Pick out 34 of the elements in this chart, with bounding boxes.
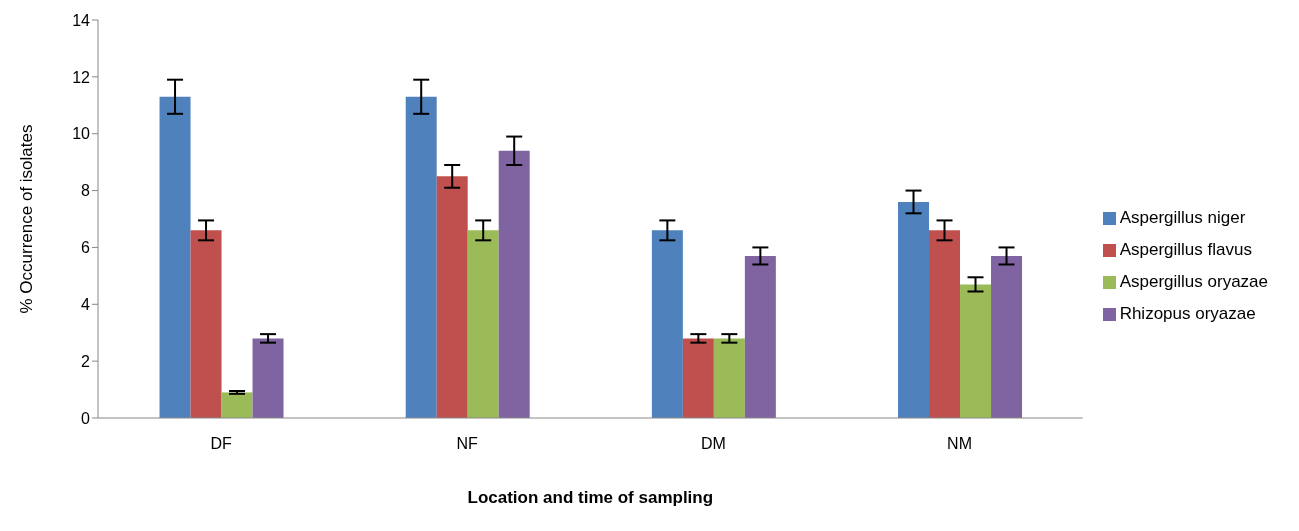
bar [467,230,499,418]
bar [713,338,745,418]
y-tick-label: 4 [81,295,91,313]
x-tick-label: NM [947,435,973,453]
x-tick-label: DF [210,435,232,453]
bar [252,338,284,418]
bar [960,284,992,418]
y-axis-title: % Occurrence of isolates [17,124,37,314]
bar [682,338,714,418]
y-tick-label: 6 [81,239,91,257]
x-tick-label: DM [700,435,726,453]
bar [744,255,776,418]
bar [651,230,683,418]
bar [898,201,930,418]
y-tick-label: 8 [81,182,91,200]
bar [991,255,1023,418]
y-tick-label: 14 [72,11,91,29]
legend-label: Aspergillus niger [1119,207,1246,227]
bar [159,96,191,418]
bar [221,392,253,418]
y-tick-label: 0 [81,409,91,427]
bar [929,230,961,418]
y-tick-label: 2 [81,352,91,370]
y-tick-label: 10 [72,125,91,143]
legend-label: Aspergillus flavus [1119,239,1252,259]
bar [190,230,222,418]
y-tick-label: 12 [72,68,91,86]
bar [498,150,530,418]
x-tick-label: NF [456,435,479,453]
legend-label: Aspergillus oryazae [1119,271,1268,291]
legend-label: Rhizopus oryazae [1119,303,1256,323]
bar [436,176,468,418]
x-axis-title: Location and time of sampling [467,488,714,507]
bar [405,96,437,418]
